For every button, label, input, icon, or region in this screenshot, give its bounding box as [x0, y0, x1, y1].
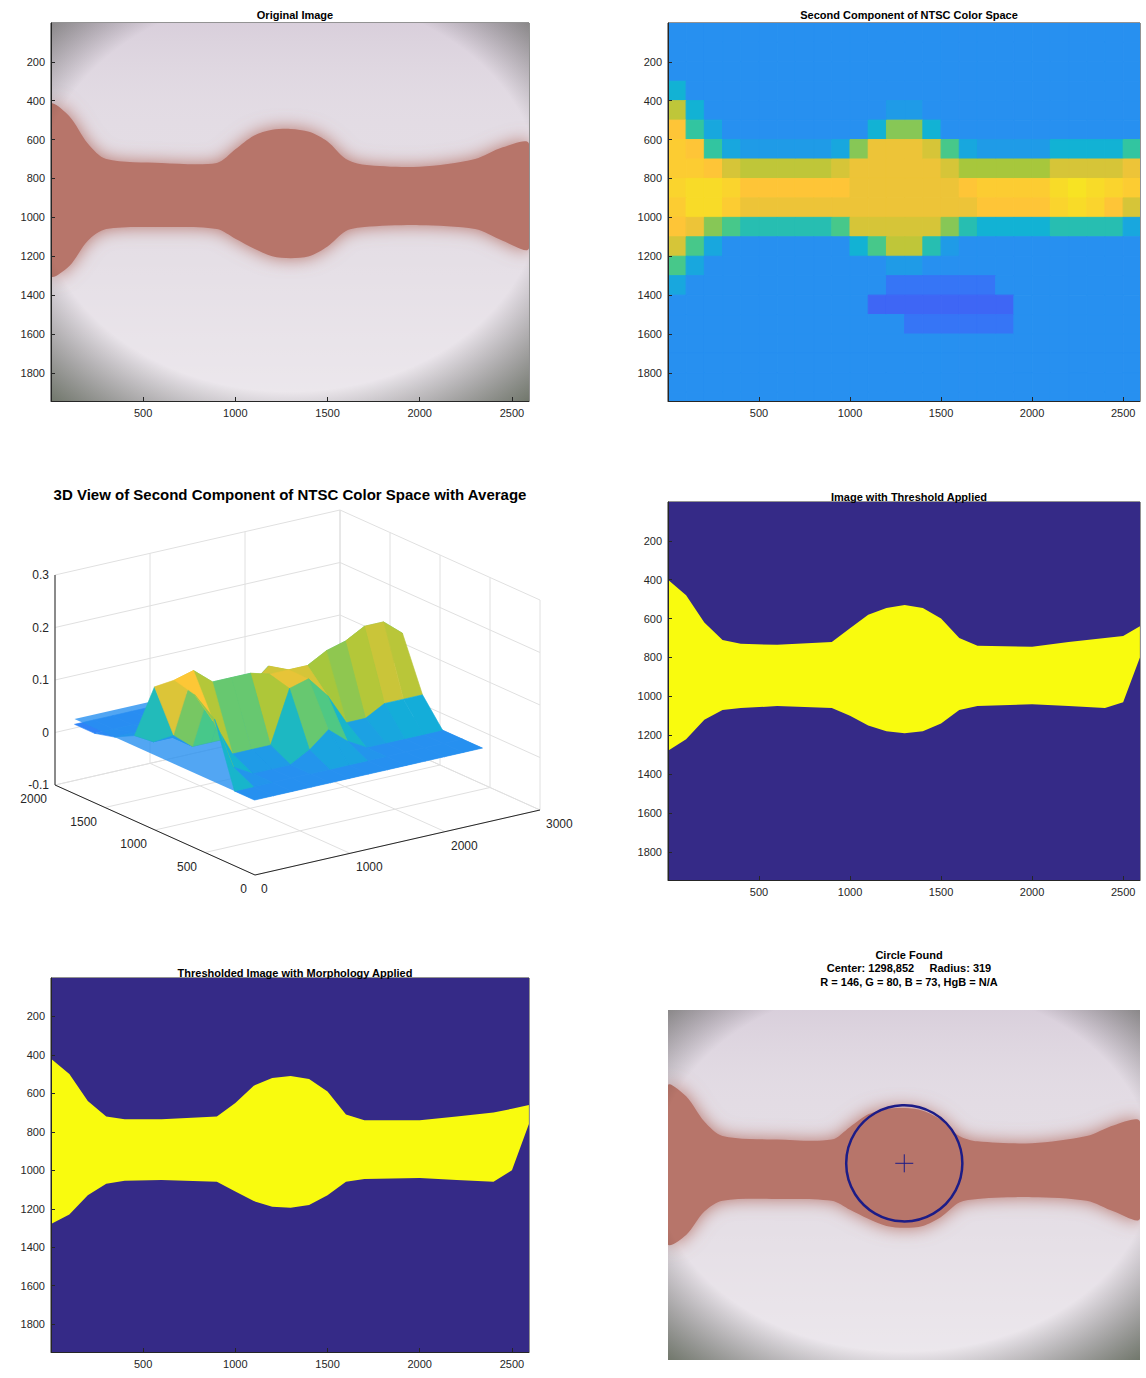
svg-text:1000: 1000 [638, 690, 662, 702]
svg-text:2000: 2000 [407, 407, 431, 419]
svg-text:1600: 1600 [21, 328, 45, 340]
svg-text:1500: 1500 [929, 407, 953, 419]
svg-text:1000: 1000 [838, 407, 862, 419]
svg-text:200: 200 [27, 56, 45, 68]
svg-text:2000: 2000 [1020, 407, 1044, 419]
svg-text:0.2: 0.2 [32, 621, 49, 635]
svg-text:800: 800 [27, 1126, 45, 1138]
svg-text:1000: 1000 [838, 886, 862, 898]
svg-text:1500: 1500 [929, 886, 953, 898]
svg-text:0: 0 [261, 882, 268, 896]
svg-text:1000: 1000 [223, 1358, 247, 1370]
svg-text:1800: 1800 [21, 367, 45, 379]
svg-text:2000: 2000 [407, 1358, 431, 1370]
svg-text:Thresholded Image with Morphol: Thresholded Image with Morphology Applie… [178, 967, 413, 979]
svg-text:1400: 1400 [21, 289, 45, 301]
svg-text:3000: 3000 [546, 817, 573, 831]
svg-text:Original Image: Original Image [257, 9, 333, 21]
svg-text:1000: 1000 [21, 1164, 45, 1176]
svg-text:2500: 2500 [1111, 407, 1135, 419]
svg-text:1500: 1500 [315, 1358, 339, 1370]
svg-text:500: 500 [134, 1358, 152, 1370]
svg-text:1000: 1000 [638, 211, 662, 223]
svg-text:2500: 2500 [1111, 886, 1135, 898]
svg-text:2000: 2000 [451, 839, 478, 853]
svg-text:1200: 1200 [21, 250, 45, 262]
svg-text:600: 600 [27, 134, 45, 146]
svg-text:Circle Found: Circle Found [875, 949, 942, 961]
svg-text:1800: 1800 [21, 1318, 45, 1330]
svg-text:1800: 1800 [638, 367, 662, 379]
svg-text:1000: 1000 [356, 860, 383, 874]
svg-text:0.1: 0.1 [32, 673, 49, 687]
svg-text:2000: 2000 [20, 792, 47, 806]
svg-text:1400: 1400 [21, 1241, 45, 1253]
svg-text:1200: 1200 [638, 250, 662, 262]
svg-text:Center: 1298,852 Radius: 3: Center: 1298,852 Radius: 319 [827, 962, 991, 974]
svg-text:400: 400 [644, 95, 662, 107]
svg-text:1800: 1800 [638, 846, 662, 858]
svg-text:500: 500 [134, 407, 152, 419]
svg-text:1000: 1000 [223, 407, 247, 419]
svg-text:400: 400 [27, 1049, 45, 1061]
svg-text:500: 500 [750, 886, 768, 898]
svg-text:1400: 1400 [638, 768, 662, 780]
svg-text:200: 200 [27, 1010, 45, 1022]
svg-text:600: 600 [644, 134, 662, 146]
svg-text:3D View of Second Component of: 3D View of Second Component of NTSC Colo… [54, 486, 527, 503]
svg-text:500: 500 [750, 407, 768, 419]
svg-text:500: 500 [177, 860, 197, 874]
svg-text:0.3: 0.3 [32, 568, 49, 582]
svg-text:R = 146, G = 80, B = 73, HgB =: R = 146, G = 80, B = 73, HgB = N/A [820, 976, 997, 988]
svg-text:1600: 1600 [638, 328, 662, 340]
svg-text:0: 0 [42, 726, 49, 740]
svg-text:1500: 1500 [70, 815, 97, 829]
svg-text:1500: 1500 [315, 407, 339, 419]
svg-text:2000: 2000 [1020, 886, 1044, 898]
svg-text:800: 800 [27, 172, 45, 184]
svg-text:2500: 2500 [500, 1358, 524, 1370]
svg-text:400: 400 [644, 574, 662, 586]
svg-text:1000: 1000 [120, 837, 147, 851]
svg-text:1400: 1400 [638, 289, 662, 301]
svg-text:1600: 1600 [638, 807, 662, 819]
svg-text:-0.1: -0.1 [28, 778, 49, 792]
svg-text:Second Component of NTSC Color: Second Component of NTSC Color Space [800, 9, 1018, 21]
svg-text:800: 800 [644, 651, 662, 663]
svg-text:1600: 1600 [21, 1280, 45, 1292]
svg-text:0: 0 [240, 882, 247, 896]
svg-text:1200: 1200 [21, 1203, 45, 1215]
svg-text:800: 800 [644, 172, 662, 184]
svg-text:400: 400 [27, 95, 45, 107]
svg-text:1000: 1000 [21, 211, 45, 223]
svg-text:2500: 2500 [500, 407, 524, 419]
svg-text:600: 600 [644, 613, 662, 625]
svg-text:200: 200 [644, 56, 662, 68]
svg-text:1200: 1200 [638, 729, 662, 741]
svg-text:200: 200 [644, 535, 662, 547]
svg-text:Image with Threshold Applied: Image with Threshold Applied [831, 491, 987, 503]
svg-text:600: 600 [27, 1087, 45, 1099]
